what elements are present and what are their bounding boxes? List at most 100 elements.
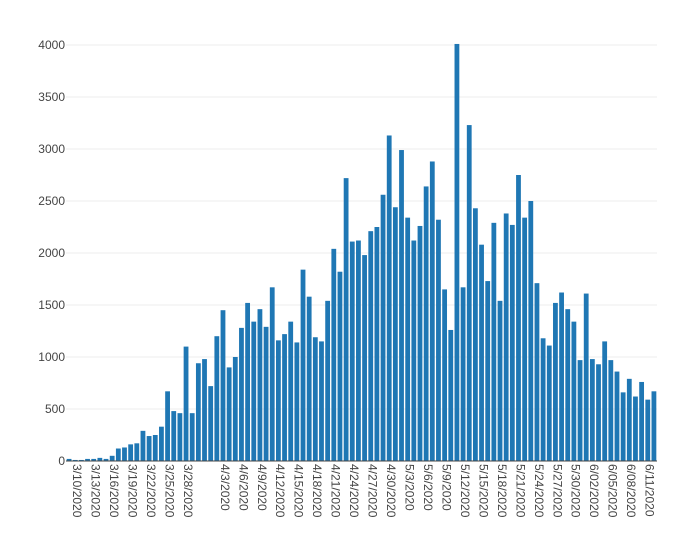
- y-tick-label: 0: [58, 454, 65, 468]
- bar: [509, 224, 515, 461]
- x-tick-label: 6/08/2020: [624, 464, 638, 518]
- bar: [300, 269, 306, 461]
- bar: [565, 309, 571, 461]
- bar: [128, 444, 134, 461]
- x-tick-label: 6/02/2020: [587, 464, 601, 518]
- x-tick-label: 3/13/2020: [89, 464, 103, 518]
- bar: [140, 430, 146, 461]
- x-tick-label: 4/9/2020: [255, 464, 269, 511]
- x-tick-label: 4/30/2020: [384, 464, 398, 518]
- bar: [220, 310, 226, 461]
- bar: [460, 287, 466, 461]
- bar: [356, 240, 361, 461]
- y-tick-label: 1000: [38, 350, 65, 364]
- bar: [522, 217, 528, 461]
- bar: [183, 346, 189, 461]
- bar: [374, 227, 380, 461]
- x-tick-label: 3/10/2020: [70, 464, 84, 518]
- bar: [608, 360, 614, 461]
- bar: [115, 448, 121, 461]
- bar: [269, 287, 275, 461]
- bar: [497, 300, 503, 461]
- bar: [466, 125, 472, 461]
- bar: [503, 213, 509, 461]
- y-tick-label: 2500: [38, 194, 65, 208]
- y-tick-label: 1500: [38, 298, 65, 312]
- bar: [633, 396, 638, 461]
- x-tick-label: 4/6/2020: [236, 464, 250, 511]
- bar: [368, 231, 374, 461]
- bar: [109, 455, 115, 461]
- x-tick-label: 4/21/2020: [329, 464, 343, 518]
- x-tick-label: 3/16/2020: [107, 464, 121, 518]
- bar: [337, 271, 343, 461]
- bar: [454, 43, 460, 462]
- bar: [386, 135, 392, 462]
- bar: [177, 413, 183, 461]
- bar: [583, 293, 589, 461]
- bar: [528, 201, 534, 461]
- bar: [306, 296, 312, 461]
- bar: [263, 326, 269, 461]
- y-tick-label: 2000: [38, 246, 65, 260]
- y-axis-ticks: 0 500 1000 1500 2000 2500 3000 3500 4000: [38, 38, 65, 468]
- bar: [399, 150, 404, 462]
- x-tick-label: 4/18/2020: [310, 464, 324, 518]
- x-tick-label: 5/21/2020: [513, 464, 527, 518]
- bar: [208, 386, 214, 461]
- bar: [626, 378, 632, 461]
- bar: [189, 413, 195, 461]
- x-tick-label: 5/24/2020: [532, 464, 546, 518]
- x-tick-label: 5/12/2020: [458, 464, 472, 518]
- bar: [122, 447, 127, 461]
- y-tick-label: 3000: [38, 142, 65, 156]
- gridlines: [66, 44, 657, 410]
- bar: [257, 309, 263, 461]
- bar: [349, 241, 355, 461]
- bar: [331, 248, 337, 461]
- bar: [651, 391, 657, 461]
- bar: [553, 302, 558, 461]
- bar: [546, 345, 552, 461]
- bar: [226, 367, 232, 461]
- bar: [448, 329, 454, 461]
- bar: [405, 217, 411, 461]
- bar: [165, 391, 170, 461]
- bar: [639, 381, 645, 461]
- bar: [362, 255, 367, 461]
- y-tick-label: 500: [45, 402, 65, 416]
- y-tick-label: 3500: [38, 90, 65, 104]
- bar: [429, 161, 435, 462]
- bar: [85, 458, 90, 461]
- x-tick-label: 6/11/2020: [643, 464, 657, 517]
- bar: [417, 225, 423, 461]
- bar: [275, 340, 281, 461]
- bar: [312, 337, 318, 461]
- x-tick-label: 5/9/2020: [439, 464, 453, 511]
- bar: [232, 357, 238, 461]
- bar: [294, 342, 300, 461]
- bar: [171, 411, 177, 461]
- x-tick-label: 5/30/2020: [569, 464, 583, 518]
- x-tick-label: 4/15/2020: [292, 464, 306, 518]
- bar: [380, 194, 386, 461]
- bar: [620, 392, 626, 461]
- x-tick-label: 3/19/2020: [125, 464, 139, 518]
- bar: [319, 341, 324, 461]
- bar: [91, 458, 97, 461]
- bar: [134, 443, 140, 461]
- x-tick-label: 5/18/2020: [495, 464, 509, 518]
- bar: [146, 436, 152, 461]
- bar: [152, 435, 158, 461]
- bar: [78, 459, 84, 461]
- bar: [491, 222, 497, 461]
- bar: [202, 359, 207, 461]
- bar: [436, 219, 441, 461]
- bar: [214, 336, 220, 461]
- bar: [343, 178, 349, 461]
- bar: [534, 283, 540, 461]
- bar: [596, 364, 601, 461]
- x-tick-label: 5/27/2020: [550, 464, 564, 518]
- x-tick-label: 4/12/2020: [273, 464, 287, 518]
- bar: [288, 321, 294, 461]
